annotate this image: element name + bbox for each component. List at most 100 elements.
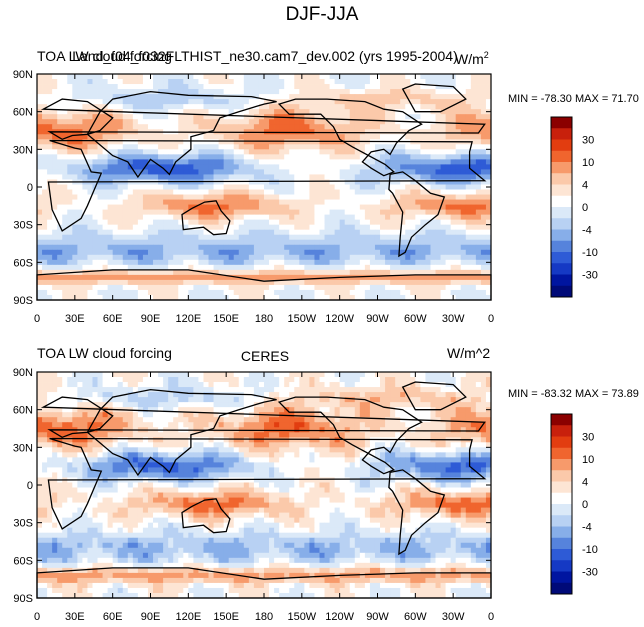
field-cell bbox=[455, 99, 462, 105]
field-cell bbox=[77, 184, 83, 190]
field-cell bbox=[253, 84, 260, 90]
field-cell bbox=[82, 219, 88, 226]
field-cell bbox=[415, 234, 421, 241]
field-cell bbox=[294, 179, 300, 185]
field-cell bbox=[395, 129, 401, 135]
field-cell bbox=[102, 199, 109, 205]
field-cell bbox=[440, 249, 446, 256]
field-cell bbox=[289, 264, 295, 271]
field-cell bbox=[203, 104, 209, 110]
field-cell bbox=[163, 134, 169, 140]
field-cell bbox=[425, 392, 431, 398]
field-cell bbox=[42, 114, 48, 120]
y-tick-label: 30S bbox=[13, 220, 33, 232]
field-cell bbox=[304, 149, 310, 155]
field-cell bbox=[198, 94, 204, 100]
field-cell bbox=[47, 124, 53, 130]
field-cell bbox=[163, 397, 169, 403]
field-cell bbox=[153, 224, 159, 231]
field-cell bbox=[415, 89, 421, 95]
field-cell bbox=[274, 392, 280, 398]
field-cell bbox=[198, 219, 204, 226]
field-cell bbox=[178, 284, 184, 291]
field-cell bbox=[72, 109, 78, 115]
field-cell bbox=[329, 74, 336, 80]
field-cell bbox=[435, 219, 441, 226]
field-cell bbox=[67, 204, 73, 210]
field-cell bbox=[248, 104, 255, 110]
field-cell bbox=[470, 229, 477, 236]
field-cell bbox=[132, 79, 139, 85]
field-cell bbox=[37, 74, 43, 80]
field-cell bbox=[470, 279, 477, 286]
field-cell bbox=[400, 189, 406, 195]
field-cell bbox=[294, 149, 300, 155]
field-cell bbox=[137, 294, 144, 301]
field-cell bbox=[415, 244, 421, 251]
field-cell bbox=[395, 204, 401, 210]
field-cell bbox=[354, 377, 361, 383]
field-cell bbox=[405, 279, 411, 286]
field-cell bbox=[238, 124, 245, 130]
field-cell bbox=[435, 129, 441, 135]
field-cell bbox=[460, 229, 467, 236]
field-cell bbox=[243, 294, 250, 301]
field-cell bbox=[203, 239, 209, 246]
field-cell bbox=[450, 214, 457, 221]
field-cell bbox=[284, 179, 290, 185]
field-cell bbox=[364, 234, 371, 241]
field-cell bbox=[208, 84, 214, 90]
field-cell bbox=[168, 119, 174, 125]
field-cell bbox=[213, 284, 219, 291]
field-cell bbox=[238, 169, 245, 175]
field-cell bbox=[450, 412, 457, 418]
field-cell bbox=[72, 289, 78, 296]
field-cell bbox=[430, 179, 436, 185]
field-cell bbox=[475, 119, 482, 125]
field-cell bbox=[455, 119, 462, 125]
field-cell bbox=[72, 194, 78, 200]
field-cell bbox=[168, 219, 174, 226]
field-cell bbox=[87, 149, 93, 155]
field-cell bbox=[435, 274, 441, 281]
field-cell bbox=[349, 124, 356, 130]
field-cell bbox=[173, 214, 179, 221]
field-cell bbox=[107, 194, 114, 200]
field-cell bbox=[243, 402, 250, 408]
field-cell bbox=[400, 259, 406, 266]
field-cell bbox=[87, 219, 93, 226]
field-cell bbox=[248, 144, 255, 150]
field-cell bbox=[218, 84, 225, 90]
field-cell bbox=[218, 372, 225, 378]
field-cell bbox=[238, 84, 245, 90]
colorbar-swatch bbox=[551, 263, 572, 275]
field-cell bbox=[324, 387, 330, 393]
field-cell bbox=[163, 184, 169, 190]
field-cell bbox=[390, 129, 396, 135]
field-cell bbox=[42, 184, 48, 190]
field-cell bbox=[82, 74, 88, 80]
field-cell bbox=[445, 397, 452, 403]
field-cell bbox=[440, 244, 446, 251]
field-cell bbox=[122, 382, 129, 388]
field-cell bbox=[440, 164, 446, 170]
field-cell bbox=[470, 382, 477, 388]
field-cell bbox=[203, 264, 209, 271]
field-cell bbox=[87, 387, 93, 393]
field-cell bbox=[289, 392, 295, 398]
field-cell bbox=[460, 259, 467, 266]
field-cell bbox=[279, 194, 285, 200]
field-cell bbox=[173, 154, 179, 160]
field-cell bbox=[228, 164, 235, 170]
field-cell bbox=[465, 174, 472, 180]
field-cell bbox=[294, 372, 300, 378]
field-cell bbox=[480, 99, 487, 105]
field-cell bbox=[410, 189, 416, 195]
field-cell bbox=[158, 382, 164, 388]
field-cell bbox=[107, 184, 114, 190]
field-cell bbox=[198, 104, 204, 110]
field-cell bbox=[339, 294, 346, 301]
field-cell bbox=[238, 402, 245, 408]
field-cell bbox=[334, 244, 341, 251]
field-cell bbox=[369, 144, 376, 150]
